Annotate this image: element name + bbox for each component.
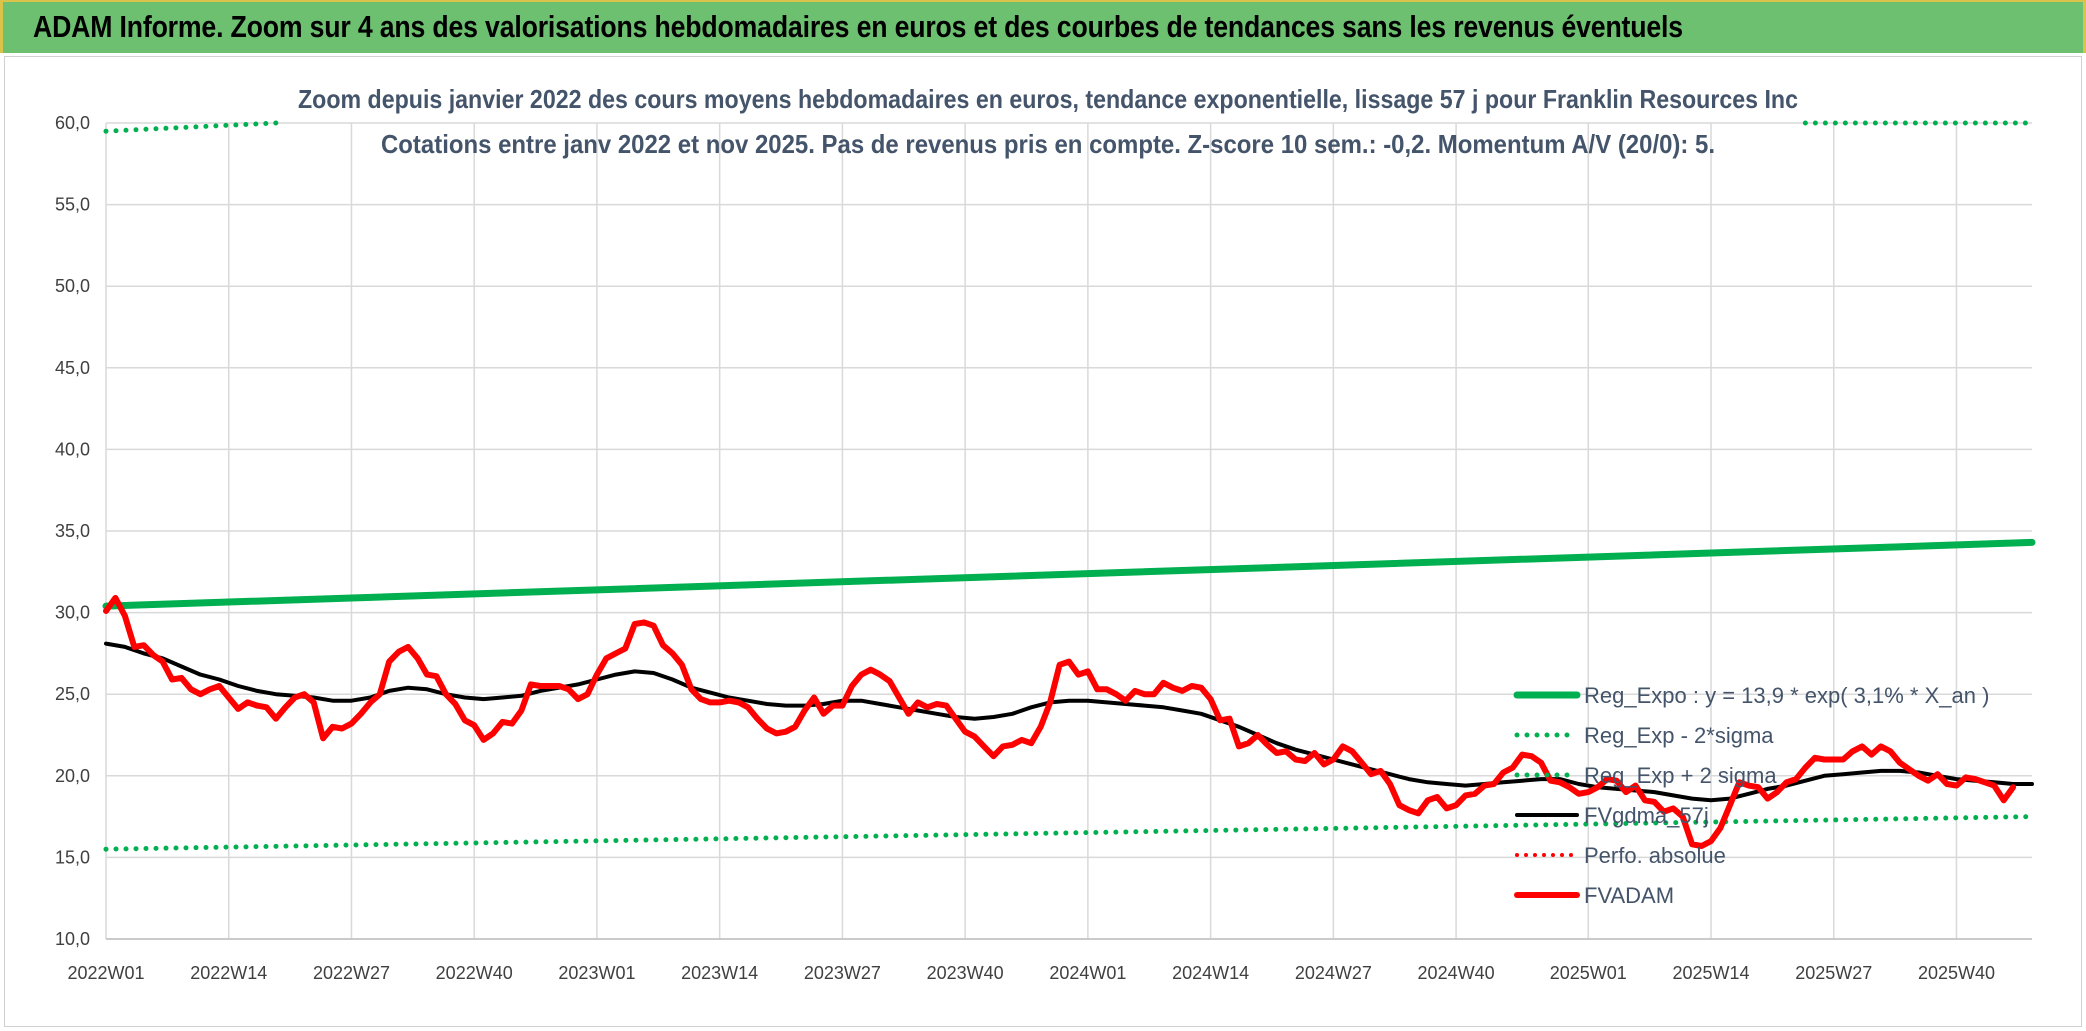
x-tick-label: 2024W01: [1049, 963, 1126, 983]
legend-label: Reg_Expo : y = 13,9 * exp( 3,1% * X_an ): [1584, 683, 1989, 708]
y-tick-label: 35,0: [55, 521, 90, 541]
y-tick-label: 30,0: [55, 603, 90, 623]
x-tick-label: 2025W27: [1795, 963, 1872, 983]
legend-label: Reg_Exp - 2*sigma: [1584, 723, 1774, 748]
x-tick-label: 2025W01: [1550, 963, 1627, 983]
axes: 10,0 15,0 20,0 25,0 30,0 35,0 40,0 45,0 50,0 55,0…: [55, 113, 2032, 983]
x-tick-label: 2022W14: [190, 963, 267, 983]
x-tick-label: 2024W14: [1172, 963, 1249, 983]
report-banner: ADAM Informe. Zoom sur 4 ans des valoris…: [0, 0, 2086, 53]
grid: [105, 122, 2032, 940]
x-tick-label: 2024W27: [1295, 963, 1372, 983]
x-tick-label: 2022W40: [436, 963, 513, 983]
x-tick-label: 2023W27: [804, 963, 881, 983]
chart-subtitle: Cotations entre janv 2022 et nov 2025. P…: [381, 129, 1715, 159]
y-tick-label: 40,0: [55, 439, 90, 459]
x-tick-label: 2025W14: [1672, 963, 1749, 983]
series-line: [103, 120, 279, 134]
x-tick-label: 2023W14: [681, 963, 758, 983]
x-tick-label: 2023W40: [927, 963, 1004, 983]
x-tick-label: 2023W01: [558, 963, 635, 983]
series-line: [104, 641, 2034, 803]
y-tick-label: 45,0: [55, 358, 90, 378]
legend-label: FVgdma_57j: [1584, 803, 1709, 828]
legend: Reg_Expo : y = 13,9 * exp( 3,1% * X_an )…: [1513, 683, 1989, 908]
y-tick-label: 20,0: [55, 766, 90, 786]
series-line: [102, 538, 2036, 610]
y-tick-label: 15,0: [55, 847, 90, 867]
report-title: ADAM Informe. Zoom sur 4 ans des valoris…: [33, 9, 1683, 44]
y-tick-label: 25,0: [55, 684, 90, 704]
y-tick-label: 55,0: [55, 195, 90, 215]
legend-label: Perfo. absolue: [1584, 843, 1726, 868]
y-tick-label: 10,0: [55, 929, 90, 949]
legend-label: FVADAM: [1584, 883, 1674, 908]
chart-title: Zoom depuis janvier 2022 des cours moyen…: [298, 84, 1798, 114]
line-chart: 10,0 15,0 20,0 25,0 30,0 35,0 40,0 45,0 50,0 55,0…: [55, 84, 2036, 983]
y-tick-label: 60,0: [55, 113, 90, 133]
series-line: [103, 814, 2035, 852]
y-tick-label: 50,0: [55, 276, 90, 296]
x-tick-label: 2025W40: [1918, 963, 1995, 983]
legend-label: Reg_Exp + 2 sigma: [1584, 763, 1777, 788]
x-tick-label: 2024W40: [1418, 963, 1495, 983]
series-line: [103, 594, 2017, 849]
x-tick-label: 2022W01: [67, 963, 144, 983]
chart-area: 10,0 15,0 20,0 25,0 30,0 35,0 40,0 45,0 50,0 55,0…: [4, 56, 2082, 1027]
x-tick-label: 2022W27: [313, 963, 390, 983]
series-lines: [102, 120, 2036, 852]
